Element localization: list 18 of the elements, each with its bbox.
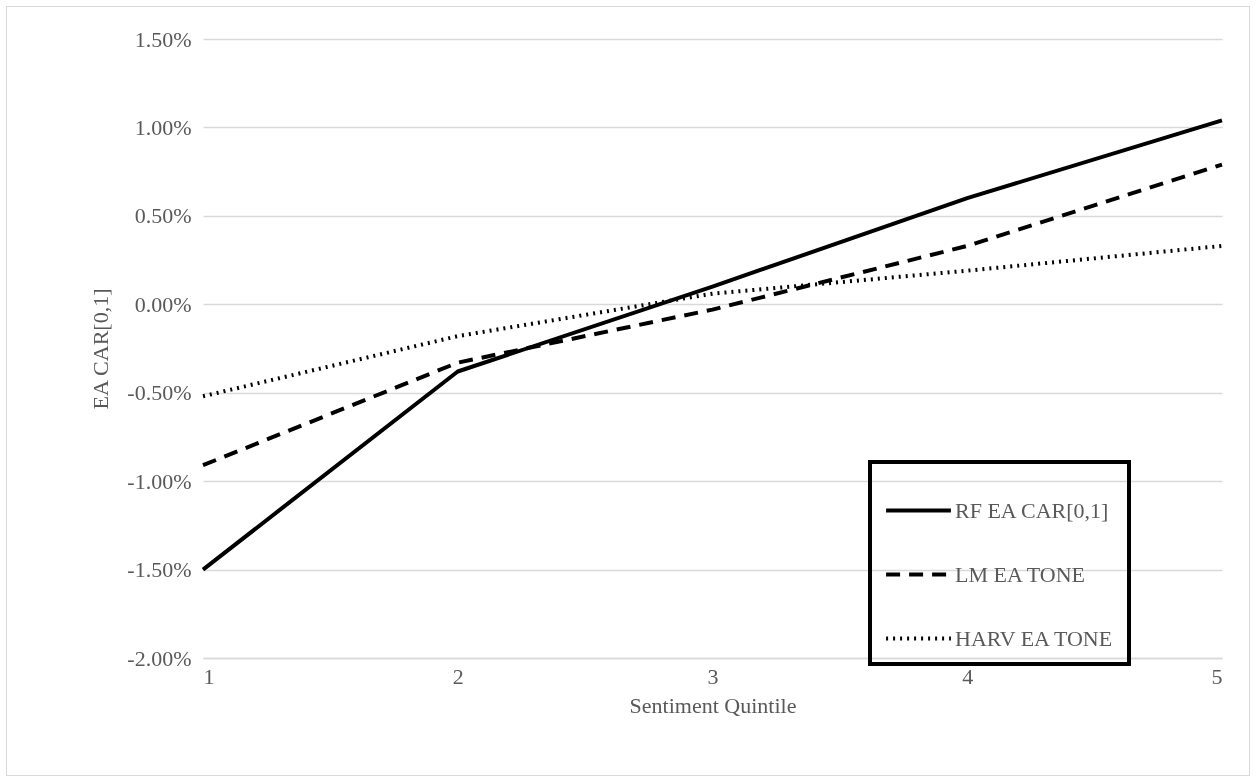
y-axis-title: EA CAR[0,1] (88, 288, 114, 410)
legend-label: RF EA CAR[0,1] (955, 497, 1109, 523)
y-tick-label: 1.00% (134, 114, 192, 140)
y-tick-label: 0.00% (134, 291, 192, 317)
legend-label: HARV EA TONE (955, 625, 1113, 651)
y-tick-label: -0.50% (127, 380, 192, 406)
x-tick-label: 1 (203, 663, 215, 689)
x-tick-label: 3 (707, 663, 719, 689)
y-tick-label: 0.50% (134, 203, 192, 229)
x-axis-title: Sentiment Quintile (629, 692, 797, 718)
y-tick-label: -2.00% (127, 645, 192, 671)
x-tick-label: 2 (452, 663, 464, 689)
y-tick-label: 1.50% (134, 26, 192, 52)
x-tick-label: 5 (1211, 663, 1223, 689)
x-tick-label: 4 (962, 663, 974, 689)
legend-label: LM EA TONE (955, 561, 1085, 587)
y-tick-label: -1.00% (127, 468, 192, 494)
y-tick-label: -1.50% (127, 557, 192, 583)
